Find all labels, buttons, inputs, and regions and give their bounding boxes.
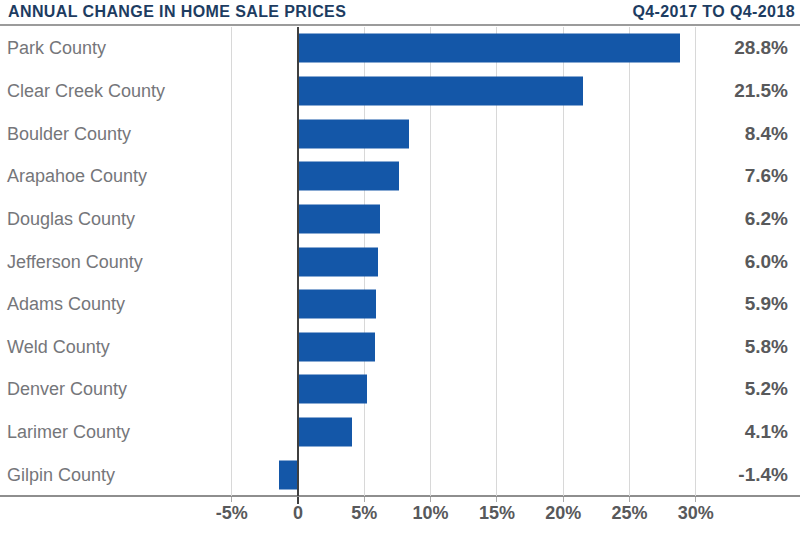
chart-header: ANNUAL CHANGE IN HOME SALE PRICES Q4-201… <box>8 3 795 21</box>
bar <box>298 418 352 447</box>
bar-row: Adams County 5.9% <box>0 283 800 326</box>
bar <box>298 119 409 148</box>
value-label: -1.4% <box>738 464 788 486</box>
category-label: Park County <box>7 38 106 59</box>
bar <box>298 204 380 233</box>
value-label: 4.1% <box>745 421 788 443</box>
bar-row: Clear Creek County 21.5% <box>0 70 800 113</box>
axis-tick-20% <box>563 497 564 502</box>
value-label: 8.4% <box>745 123 788 145</box>
bar-rows: Park County 28.8% Clear Creek County 21.5% B… <box>0 27 800 496</box>
value-label: 5.8% <box>745 336 788 358</box>
bar-row: Boulder County 8.4% <box>0 112 800 155</box>
value-label: 5.2% <box>745 378 788 400</box>
category-label: Jefferson County <box>7 251 143 272</box>
bar <box>279 460 298 489</box>
value-label: 21.5% <box>734 80 788 102</box>
axis-tick-5% <box>364 497 365 502</box>
chart-canvas: ANNUAL CHANGE IN HOME SALE PRICES Q4-201… <box>0 0 800 540</box>
axis-tick--5% <box>231 497 232 502</box>
value-label: 6.2% <box>745 208 788 230</box>
bar-row: Weld County 5.8% <box>0 325 800 368</box>
bar-row: Park County 28.8% <box>0 27 800 70</box>
bar <box>298 332 375 361</box>
bar-row: Gilpin County -1.4% <box>0 453 800 496</box>
category-label: Adams County <box>7 294 125 315</box>
value-label: 6.0% <box>745 251 788 273</box>
bar <box>298 290 376 319</box>
chart-period-title: Q4-2017 TO Q4-2018 <box>632 3 795 21</box>
category-label: Boulder County <box>7 123 131 144</box>
axis-tick-label: 30% <box>656 503 736 524</box>
bar <box>298 247 378 276</box>
category-label: Larimer County <box>7 422 130 443</box>
bar <box>298 162 399 191</box>
bar-row: Larimer County 4.1% <box>0 411 800 454</box>
category-label: Douglas County <box>7 208 135 229</box>
category-label: Clear Creek County <box>7 80 165 101</box>
zero-baseline <box>297 27 299 496</box>
bar-row: Douglas County 6.2% <box>0 198 800 241</box>
bar <box>298 34 680 63</box>
plot-area: Park County 28.8% Clear Creek County 21.5% B… <box>0 27 800 496</box>
axis-tick-15% <box>496 497 497 502</box>
value-label: 28.8% <box>734 37 788 59</box>
header-rule <box>0 24 800 26</box>
value-label: 5.9% <box>745 293 788 315</box>
category-label: Denver County <box>7 379 127 400</box>
value-label: 7.6% <box>745 165 788 187</box>
category-label: Weld County <box>7 336 110 357</box>
category-label: Gilpin County <box>7 464 115 485</box>
axis-tick-25% <box>629 497 630 502</box>
bar-row: Arapahoe County 7.6% <box>0 155 800 198</box>
bar <box>298 375 367 404</box>
bar <box>298 76 583 105</box>
bar-row: Jefferson County 6.0% <box>0 240 800 283</box>
chart-title: ANNUAL CHANGE IN HOME SALE PRICES <box>8 3 346 21</box>
bar-row: Denver County 5.2% <box>0 368 800 411</box>
axis-tick-30% <box>695 497 696 502</box>
category-label: Arapahoe County <box>7 166 147 187</box>
axis-tick-10% <box>430 497 431 502</box>
